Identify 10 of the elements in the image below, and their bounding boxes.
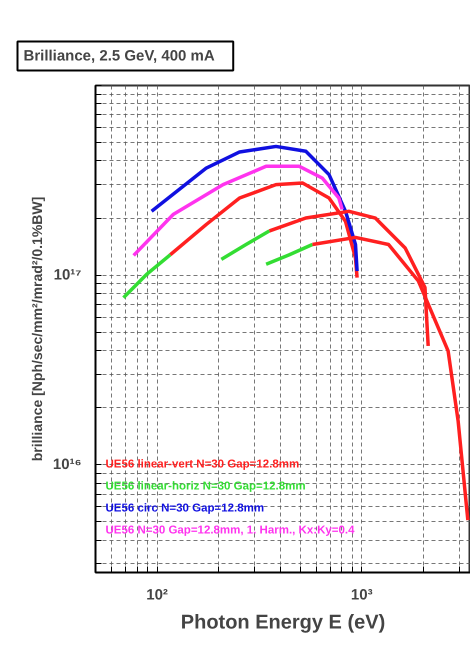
x-tick-label: 10³ xyxy=(350,586,373,604)
text: UE56 linear-horiz N=30 Gap=12.8mm xyxy=(106,480,306,492)
text: UE56 N=30 Gap=12.8mm, 1. Harm., Kx:Ky=0.4 xyxy=(106,524,356,536)
y-axis-title: brilliance [Nph/sec/mm²/mrad²/0.1%BW] xyxy=(28,196,45,462)
y-tick-label: 10¹⁶ xyxy=(52,456,82,474)
y-tick-label: 10¹⁷ xyxy=(54,266,82,284)
x-tick-label: 10² xyxy=(146,586,168,604)
chart-title: Brilliance, 2.5 GeV, 400 mA xyxy=(24,48,215,64)
text: UE56 linear-vert N=30 Gap=12.8mm xyxy=(106,458,300,470)
x-axis-title: Photon Energy E (eV) xyxy=(180,612,386,634)
